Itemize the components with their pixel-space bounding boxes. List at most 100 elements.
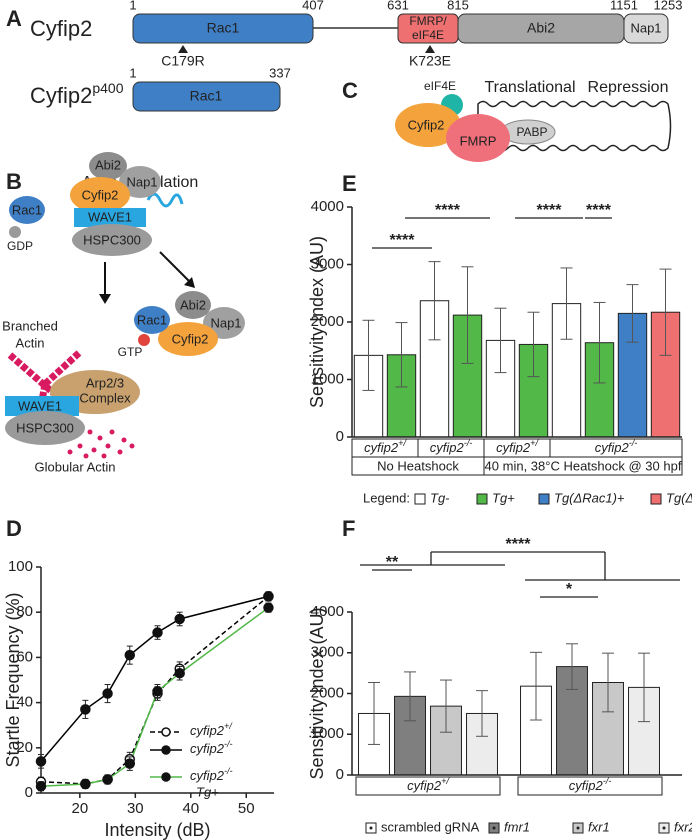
x-axis-title: Intensity (dB) [104,820,210,840]
data-point [35,756,47,767]
protein-label: Cyfip2 [408,117,445,132]
legend-marker [161,727,171,737]
protein-label: PABP [516,125,547,139]
mutation-label: C179R [161,53,205,69]
y-tick-label: 60 [16,648,33,665]
legend-label: Tg+ [196,784,219,799]
x-tick-label: 40 [182,800,199,817]
protein-label: Abi2 [180,297,206,312]
y-tick-label: 2000 [311,684,344,701]
series-line [40,595,269,762]
arrowhead [99,294,111,304]
position: 337 [269,65,291,80]
domain-label: FMRP/ [409,14,447,28]
protein-shape [74,208,146,227]
category-box [517,776,663,796]
label-part: cyfip2 [190,741,225,756]
protein-shape [158,322,218,356]
protein-label: FMRP [460,133,497,148]
data-point [124,758,136,769]
arrow [159,251,191,283]
legend-swatch [650,493,662,505]
superscript: -/- [224,739,233,749]
legend-label: cyfip2-/- [190,739,233,756]
significance-label: **** [390,232,416,249]
y-tick-label: 0 [25,784,33,801]
superscript: -/- [224,766,233,776]
protein-shape [134,306,170,334]
process-label: Repression [588,79,669,96]
panel-a: A Cyfip2 Rac1 FMRP/ eIF4E Abi2 Nap1 1 40… [6,0,682,112]
gdp-shape [9,226,21,238]
protein-label: WAVE1 [18,398,62,413]
legend-swatch [476,493,488,505]
mutation-marker [425,45,435,53]
protein-label: WAVE1 [88,209,132,224]
domain [132,81,281,112]
significance-label: **** [537,202,563,219]
protein-label: Nap1 [126,174,157,189]
data-point [80,704,91,715]
y-tick-label: 1000 [311,725,344,742]
process-label: Translational [484,79,575,96]
domain-label: Rac1 [190,88,223,104]
y-axis-title: Startle Frequency (%) [3,592,23,767]
legend-marker [161,772,171,782]
y-tick-label: 1000 [311,370,344,387]
group-label: No Heatshock [377,458,459,473]
superscript: -/- [603,776,612,786]
gdp-label: GDP [7,239,33,253]
data-point [174,613,185,625]
x-tick-label: 30 [127,800,144,817]
data-point [152,686,163,697]
y-tick-label: 3000 [311,255,344,272]
protein-shape [175,291,211,319]
superscript: +/ [224,721,233,731]
legend-label: fmr1 [504,819,530,834]
variant-name-base: Cyfip2 [30,83,92,108]
protein-label: Cyfip2 [172,331,209,346]
bar [628,686,660,776]
legend-label: Tg(ΔFMRP)+ [666,490,692,505]
data-point [102,688,113,699]
legend-label: scrambled gRNA [381,819,480,834]
legend-label: Tg(ΔRac1)+ [554,490,625,505]
legend-swatch-dot [369,826,373,830]
y-tick-label: 4000 [311,198,344,215]
y-tick-label: 2000 [311,313,344,330]
significance-label: * [566,581,573,598]
significance-label: **** [506,536,532,553]
label-part: cyfip2 [595,440,630,455]
x-tick-label: cyfip2-/- [569,776,612,793]
actin-label: Actin [16,335,45,350]
domain [623,13,669,44]
data-point [263,602,274,613]
panel-letter: D [6,516,22,541]
protein-shape [446,114,510,162]
position: 815 [447,0,469,12]
protein-shape [119,166,161,198]
gtp-shape [138,334,150,346]
y-tick-label: 20 [16,739,33,756]
domain-label: eIF4E [412,28,444,42]
protein-label: eIF4E [424,79,456,93]
position: 407 [302,0,324,12]
protein-label: Nap1 [210,315,241,330]
domain [132,13,314,44]
bar [518,343,549,438]
protein-shape [9,196,45,224]
protein-shape [395,103,461,147]
significance-label: **** [586,202,612,219]
y-tick-label: 80 [16,603,33,620]
mutation-label: K723E [409,53,451,69]
panel-letter: C [342,78,358,103]
protein-label: Rac1 [12,202,42,217]
panel-b: B Actin Regulation Rac1 GDP Abi2 Nap1 Cy… [2,152,245,474]
x-tick-label: cyfip2+/ [496,438,539,455]
protein-label: HSPC300 [16,420,74,435]
protein-label: Cyfip2 [82,187,119,202]
legend-label: Tg+ [492,490,515,505]
y-tick-label: 0 [336,428,344,445]
position: 1 [129,0,136,12]
